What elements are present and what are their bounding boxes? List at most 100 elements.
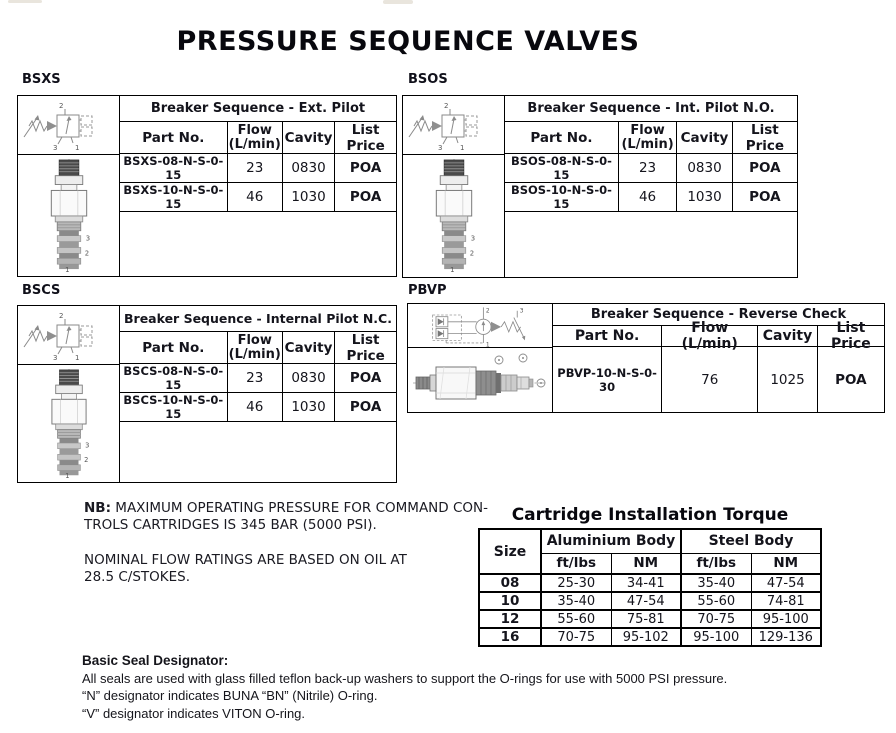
torque-table-title: Cartridge Installation Torque — [511, 505, 789, 525]
alu-ftlbs-cell: 55-60 — [540, 609, 612, 629]
torque-row: 10 35-40 47-54 55-60 74-81 — [478, 591, 822, 611]
alu-nm-cell: 34-41 — [610, 573, 682, 593]
alu-ftlbs-cell: 70-75 — [540, 627, 612, 647]
pbvp-section-label: PBVP — [408, 283, 447, 298]
table-row: BSXS-10-N-S-0-15 46 1030 POA — [120, 183, 396, 212]
steel-ftlbs-cell: 35-40 — [680, 573, 752, 593]
flow-cell: 23 — [619, 154, 678, 182]
torque-row: 16 70-75 95-102 95-100 129-136 — [478, 627, 822, 647]
flow-cell: 23 — [228, 364, 283, 392]
alu-nm-cell: 95-102 — [610, 627, 682, 647]
cavity-cell: 1025 — [758, 347, 818, 412]
part-no-cell: BSOS-08-N-S-0-15 — [505, 154, 619, 182]
steel-ftlbs-cell: 70-75 — [680, 609, 752, 629]
nb-note-line: NB: MAXIMUM OPERATING PRESSURE FOR COMMA… — [84, 500, 488, 516]
flow-note-line: 28.5 C/STOKES. — [84, 569, 191, 585]
pbvp-schematic-symbol — [408, 304, 552, 348]
torque-col-steel: Steel Body — [680, 528, 822, 554]
seal-line: “N” designator indicates BUNA “BN” (Nitr… — [82, 688, 378, 703]
size-cell: 12 — [478, 609, 542, 629]
bsxs-section-label: BSXS — [22, 72, 61, 87]
seal-line: All seals are used with glass filled tef… — [82, 670, 728, 686]
pbvp-column-headers: Part No. Flow (L/min) Cavity List Price — [553, 320, 884, 352]
price-cell: POA — [835, 371, 867, 388]
cavity-cell: 1030 — [283, 183, 336, 211]
pbvp-image-column — [408, 304, 553, 412]
cavity-cell: 1030 — [283, 393, 336, 421]
bscs-schematic-symbol — [18, 306, 119, 365]
table-row: BSOS-08-N-S-0-15 23 0830 POA — [505, 154, 797, 183]
bsos-image-column — [403, 96, 505, 277]
size-cell: 16 — [478, 627, 542, 647]
pbvp-table: Breaker Sequence - Reverse Check Part No… — [407, 303, 885, 413]
empty-cell — [505, 212, 797, 277]
seal-designator-block: Basic Seal Designator: All seals are use… — [82, 652, 872, 722]
scan-artifact — [383, 0, 413, 4]
bscs-column-headers: Part No. Flow (L/min) Cavity List Price — [120, 332, 396, 364]
col-flow: Flow (L/min) — [228, 332, 283, 363]
col-part-no: Part No. — [120, 122, 228, 153]
steel-ftlbs-cell: 55-60 — [680, 591, 752, 611]
part-no-cell: BSXS-08-N-S-0-15 — [120, 154, 228, 182]
price-cell: POA — [349, 160, 382, 176]
col-flow: Flow (L/min) — [228, 122, 283, 153]
bscs-table: Breaker Sequence - Internal Pilot N.C. P… — [17, 305, 397, 483]
torque-col-ftlbs: ft/lbs — [540, 552, 612, 575]
bsos-section-label: BSOS — [408, 72, 448, 87]
col-flow: Flow (L/min) — [662, 320, 759, 352]
bsos-schematic-symbol — [403, 96, 504, 155]
part-no-cell: BSCS-08-N-S-0-15 — [120, 364, 228, 392]
size-cell: 10 — [478, 591, 542, 611]
flow-cell: 46 — [228, 183, 283, 211]
bsos-column-headers: Part No. Flow (L/min) Cavity List Price — [505, 122, 797, 154]
steel-nm-cell: 74-81 — [750, 591, 822, 611]
col-cavity: Cavity — [758, 326, 818, 346]
alu-nm-cell: 47-54 — [610, 591, 682, 611]
col-cavity: Cavity — [283, 332, 336, 363]
price-cell: POA — [349, 399, 382, 415]
flow-cell: 76 — [662, 347, 759, 412]
torque-row: 08 25-30 34-41 35-40 47-54 — [478, 573, 822, 593]
part-no-cell: BSXS-10-N-S-0-15 — [120, 183, 228, 211]
flow-cell: 46 — [228, 393, 283, 421]
alu-ftlbs-cell: 35-40 — [540, 591, 612, 611]
bsxs-image-column — [18, 96, 120, 276]
bscs-image-column — [18, 306, 120, 482]
bsos-table-header: Breaker Sequence - Int. Pilot N.O. — [505, 96, 797, 122]
seal-line: “V” designator indicates VITON O-ring. — [82, 705, 306, 721]
col-list-price: List Price — [831, 320, 871, 352]
empty-cell — [120, 212, 396, 276]
bscs-valve-drawing — [18, 365, 119, 482]
pbvp-table-header: Breaker Sequence - Reverse Check — [553, 304, 884, 326]
torque-col-size: Size — [478, 528, 542, 575]
steel-nm-cell: 47-54 — [750, 573, 822, 593]
col-list-price: List Price — [346, 121, 385, 154]
price-cell: POA — [349, 370, 382, 386]
nb-note-line: TROLS CARTRIDGES IS 345 BAR (5000 PSI). — [84, 517, 377, 533]
price-cell: POA — [749, 160, 781, 176]
bsxs-column-headers: Part No. Flow (L/min) Cavity List Price — [120, 122, 396, 154]
cavity-cell: 1030 — [677, 183, 733, 211]
steel-nm-cell: 95-100 — [750, 609, 822, 629]
empty-cell — [120, 422, 396, 482]
bscs-table-header: Breaker Sequence - Internal Pilot N.C. — [120, 306, 396, 332]
col-part-no: Part No. — [553, 326, 663, 346]
cavity-cell: 0830 — [283, 154, 336, 182]
nb-label: NB: — [84, 500, 111, 516]
table-row: PBVP-10-N-S-0-30 76 1025 POA — [553, 347, 884, 412]
alu-nm-cell: 75-81 — [610, 609, 682, 629]
torque-col-ftlbs: ft/lbs — [680, 552, 752, 575]
pbvp-valve-drawing — [408, 348, 552, 412]
flow-note-line: NOMINAL FLOW RATINGS ARE BASED ON OIL AT — [84, 552, 407, 568]
flow-cell: 46 — [619, 183, 678, 211]
price-cell: POA — [749, 189, 781, 205]
table-row: BSOS-10-N-S-0-15 46 1030 POA — [505, 183, 797, 212]
col-cavity: Cavity — [677, 122, 733, 153]
col-list-price: List Price — [346, 331, 385, 364]
price-cell: POA — [349, 189, 382, 205]
part-no-cell: BSOS-10-N-S-0-15 — [505, 183, 619, 211]
steel-nm-cell: 129-136 — [750, 627, 822, 647]
col-cavity: Cavity — [283, 122, 336, 153]
table-row: BSCS-08-N-S-0-15 23 0830 POA — [120, 364, 396, 393]
bsxs-table-header: Breaker Sequence - Ext. Pilot — [120, 96, 396, 122]
